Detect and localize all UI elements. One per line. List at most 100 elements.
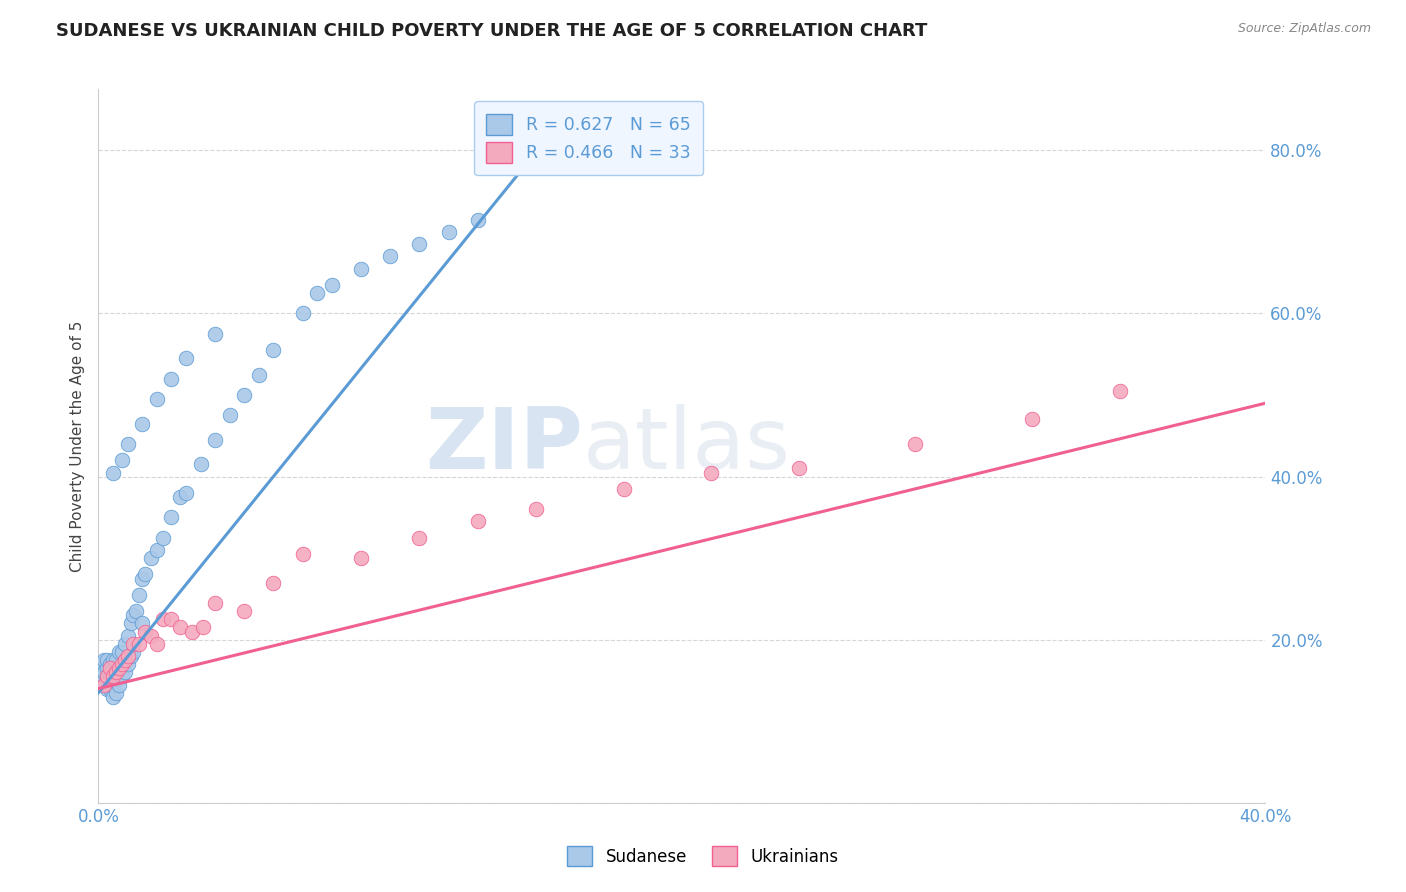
Point: [169, 620, 191, 634]
Point: [190, 458, 212, 472]
Point: [111, 645, 134, 659]
Point: [98, 681, 121, 696]
Point: [98, 657, 121, 672]
Text: Source: ZipAtlas.com: Source: ZipAtlas.com: [1237, 22, 1371, 36]
Point: [114, 665, 136, 680]
Point: [408, 237, 430, 252]
Point: [122, 637, 145, 651]
Point: [93, 677, 115, 691]
Point: [321, 277, 343, 292]
Point: [93, 653, 115, 667]
Point: [291, 306, 314, 320]
Point: [101, 690, 124, 704]
Point: [131, 572, 153, 586]
Point: [111, 657, 134, 672]
Point: [125, 604, 148, 618]
Point: [350, 261, 373, 276]
Point: [104, 686, 127, 700]
Point: [114, 637, 136, 651]
Text: atlas: atlas: [582, 404, 790, 488]
Point: [117, 437, 139, 451]
Point: [204, 433, 226, 447]
Point: [152, 531, 174, 545]
Point: [101, 466, 124, 480]
Point: [120, 616, 142, 631]
Point: [96, 681, 118, 696]
Point: [233, 604, 256, 618]
Point: [169, 490, 191, 504]
Point: [408, 531, 430, 545]
Point: [108, 665, 131, 680]
Point: [131, 417, 153, 431]
Point: [93, 665, 115, 680]
Point: [128, 588, 150, 602]
Point: [93, 677, 115, 691]
Point: [160, 372, 183, 386]
Point: [98, 661, 121, 675]
Point: [96, 653, 118, 667]
Point: [262, 575, 284, 590]
Point: [114, 653, 136, 667]
Point: [90, 657, 112, 672]
Point: [1021, 412, 1043, 426]
Point: [307, 286, 329, 301]
Point: [467, 212, 489, 227]
Point: [180, 624, 202, 639]
Point: [120, 648, 142, 663]
Point: [131, 616, 153, 631]
Point: [117, 648, 139, 663]
Point: [101, 677, 124, 691]
Point: [104, 653, 127, 667]
Point: [291, 547, 314, 561]
Point: [128, 637, 150, 651]
Text: SUDANESE VS UKRAINIAN CHILD POVERTY UNDER THE AGE OF 5 CORRELATION CHART: SUDANESE VS UKRAINIAN CHILD POVERTY UNDE…: [56, 22, 928, 40]
Point: [160, 510, 183, 524]
Point: [122, 645, 145, 659]
Point: [104, 665, 127, 680]
Point: [787, 461, 810, 475]
Point: [98, 669, 121, 683]
Point: [146, 637, 169, 651]
Point: [96, 669, 118, 683]
Point: [108, 677, 131, 691]
Point: [134, 567, 156, 582]
Point: [117, 629, 139, 643]
Point: [160, 612, 183, 626]
Point: [1108, 384, 1130, 398]
Point: [700, 466, 723, 480]
Point: [101, 669, 124, 683]
Point: [524, 502, 547, 516]
Point: [204, 326, 226, 341]
Point: [174, 486, 197, 500]
Point: [139, 551, 162, 566]
Point: [904, 437, 927, 451]
Point: [437, 225, 460, 239]
Point: [134, 624, 156, 639]
Point: [146, 392, 169, 406]
Point: [101, 669, 124, 683]
Point: [193, 620, 215, 634]
Point: [108, 645, 131, 659]
Point: [467, 515, 489, 529]
Point: [96, 661, 118, 675]
Point: [90, 669, 112, 683]
Point: [104, 669, 127, 683]
Point: [122, 608, 145, 623]
Point: [350, 551, 373, 566]
Point: [218, 409, 240, 423]
Y-axis label: Child Poverty Under the Age of 5: Child Poverty Under the Age of 5: [69, 320, 84, 572]
Legend: R = 0.627   N = 65, R = 0.466   N = 33: R = 0.627 N = 65, R = 0.466 N = 33: [474, 102, 703, 175]
Point: [152, 612, 174, 626]
Point: [108, 661, 131, 675]
Point: [174, 351, 197, 366]
Point: [117, 657, 139, 672]
Point: [262, 343, 284, 358]
Point: [139, 629, 162, 643]
Point: [380, 249, 402, 263]
Point: [111, 669, 134, 683]
Point: [612, 482, 634, 496]
Legend: Sudanese, Ukrainians: Sudanese, Ukrainians: [560, 838, 846, 875]
Point: [233, 388, 256, 402]
Point: [96, 669, 118, 683]
Point: [204, 596, 226, 610]
